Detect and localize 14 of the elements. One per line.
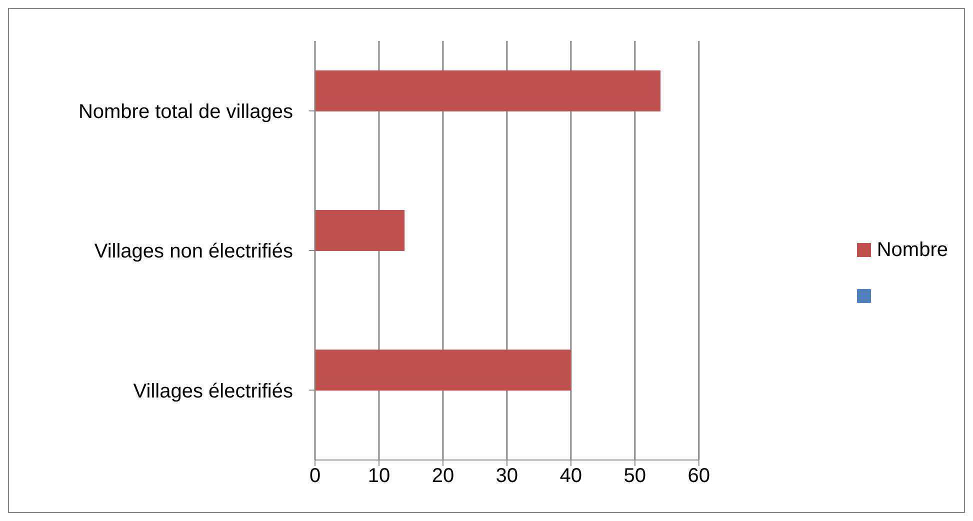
y-tick-label: Nombre total de villages	[78, 100, 293, 123]
x-tick-label: 20	[432, 465, 454, 488]
x-tick-label: 60	[688, 465, 710, 488]
x-tick-label: 30	[496, 465, 518, 488]
y-tick-label: Villages non électrifiés	[94, 240, 293, 263]
bar	[315, 70, 660, 112]
y-tick-label: Villages électrifiés	[133, 380, 293, 402]
legend-label: Nombre	[876, 238, 948, 262]
x-tick-label: 10	[368, 465, 390, 488]
x-tick-label: 50	[624, 465, 646, 488]
bar	[315, 210, 405, 251]
x-tick-label: 0	[309, 465, 321, 488]
x-tick-label: 40	[560, 465, 582, 488]
bar	[315, 350, 571, 391]
